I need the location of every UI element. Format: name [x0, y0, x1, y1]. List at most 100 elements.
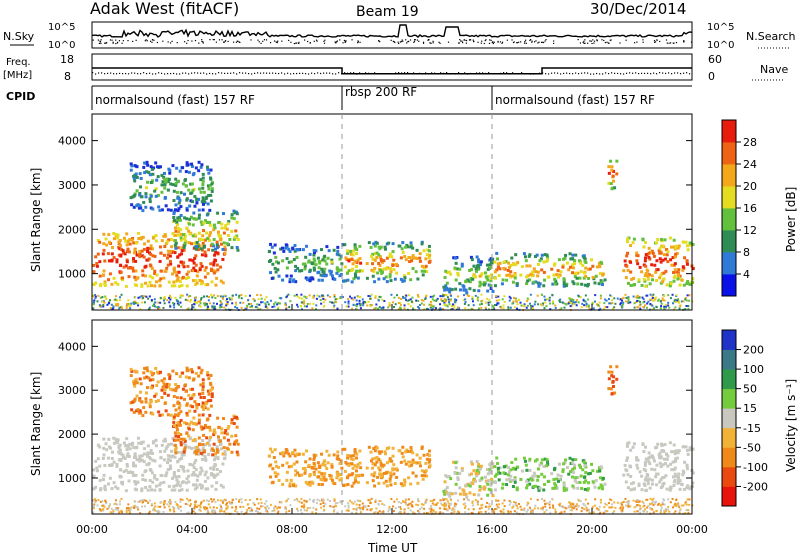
- velocity-cell: [184, 444, 188, 448]
- velocity-cell: [507, 510, 510, 513]
- velocity-cell: [514, 501, 517, 504]
- velocity-cell: [351, 454, 355, 458]
- velocity-cell: [135, 458, 139, 462]
- velocity-cell: [465, 495, 469, 499]
- velocity-cell: [669, 501, 672, 504]
- velocity-cell: [144, 410, 148, 414]
- power-cell: [285, 266, 289, 270]
- power-cell: [585, 303, 588, 306]
- velocity-cell: [175, 428, 179, 432]
- power-cell: [359, 295, 362, 298]
- power-cell: [502, 304, 505, 307]
- power-cell: [449, 298, 452, 301]
- power-cell: [625, 240, 629, 244]
- power-cell: [577, 301, 580, 304]
- velocity-cell: [516, 465, 520, 469]
- nsearch-point: [115, 39, 117, 41]
- power-cell: [456, 306, 459, 309]
- velocity-cell: [643, 463, 647, 467]
- power-cell: [184, 276, 188, 280]
- power-cell: [540, 268, 544, 272]
- power-cell: [478, 280, 482, 284]
- power-cell: [502, 260, 506, 264]
- power-cell: [424, 257, 428, 261]
- nsearch-point: [525, 42, 527, 44]
- power-cell: [151, 207, 155, 211]
- power-cell: [138, 204, 142, 208]
- power-cell: [258, 303, 261, 306]
- nsearch-point: [432, 42, 434, 44]
- velocity-cell: [611, 506, 614, 509]
- power-cell: [291, 246, 295, 250]
- nsearch-point: [202, 41, 204, 43]
- power-cell: [509, 270, 513, 274]
- power-cell: [194, 296, 197, 299]
- power-cell: [122, 265, 126, 269]
- velocity-cell: [501, 482, 505, 486]
- velocity-cell: [355, 456, 359, 460]
- power-cell: [177, 201, 181, 205]
- power-cell: [177, 264, 181, 268]
- velocity-cell: [119, 448, 123, 452]
- nave-point: [440, 72, 442, 74]
- power-cell: [554, 279, 558, 283]
- velocity-cell: [428, 464, 432, 468]
- velocity-cell: [143, 470, 147, 474]
- power-cell: [484, 306, 487, 309]
- power-cell: [232, 209, 236, 213]
- power-cell: [407, 271, 411, 275]
- nave-point: [605, 72, 607, 74]
- velocity-cell: [355, 465, 359, 469]
- power-cell: [201, 179, 205, 183]
- velocity-cell: [557, 479, 561, 483]
- power-cell: [174, 203, 178, 207]
- power-cell: [361, 269, 365, 273]
- velocity-cell: [426, 453, 430, 457]
- velocity-cell: [668, 441, 672, 445]
- power-cell: [394, 262, 398, 266]
- power-cell: [530, 304, 533, 307]
- velocity-cell: [554, 511, 557, 514]
- power-cell: [528, 278, 532, 282]
- velocity-cell: [145, 386, 149, 390]
- nave-point: [419, 72, 421, 74]
- power-cell: [413, 256, 417, 260]
- power-cell: [514, 253, 518, 257]
- nsearch-point: [277, 40, 279, 42]
- velocity-cell: [651, 501, 654, 504]
- velocity-cell: [201, 438, 205, 442]
- power-cell: [191, 189, 195, 193]
- velocity-cell: [535, 458, 539, 462]
- velocity-cell: [229, 502, 232, 505]
- velocity-cell: [633, 510, 636, 513]
- power-cell: [140, 284, 144, 288]
- velocity-cell: [231, 501, 234, 504]
- velocity-cell: [230, 434, 234, 438]
- power-cell: [554, 304, 557, 307]
- velocity-cell: [641, 442, 645, 446]
- power-cell: [422, 299, 425, 302]
- velocity-cell: [179, 410, 183, 414]
- velocity-cell: [131, 464, 135, 468]
- power-cell: [639, 303, 642, 306]
- power-cell: [610, 168, 614, 172]
- power-cell: [116, 304, 119, 307]
- velocity-cell: [661, 484, 665, 488]
- power-cell: [562, 278, 566, 282]
- power-cell: [173, 226, 177, 230]
- velocity-cell: [564, 458, 568, 462]
- cpid-label: CPID: [6, 90, 35, 103]
- power-cell: [289, 274, 293, 278]
- power-cell: [168, 171, 172, 175]
- velocity-cell: [177, 435, 181, 439]
- velocity-cell: [176, 480, 180, 484]
- velocity-cell: [500, 510, 503, 513]
- power-cell: [602, 307, 605, 310]
- velocity-cell: [584, 498, 587, 501]
- nsearch-point: [413, 41, 415, 43]
- velocity-cell: [456, 476, 460, 480]
- velocity-cell: [230, 418, 234, 422]
- power-cell: [94, 296, 97, 299]
- velocity-cell: [269, 463, 273, 467]
- velocity-cell: [533, 507, 536, 510]
